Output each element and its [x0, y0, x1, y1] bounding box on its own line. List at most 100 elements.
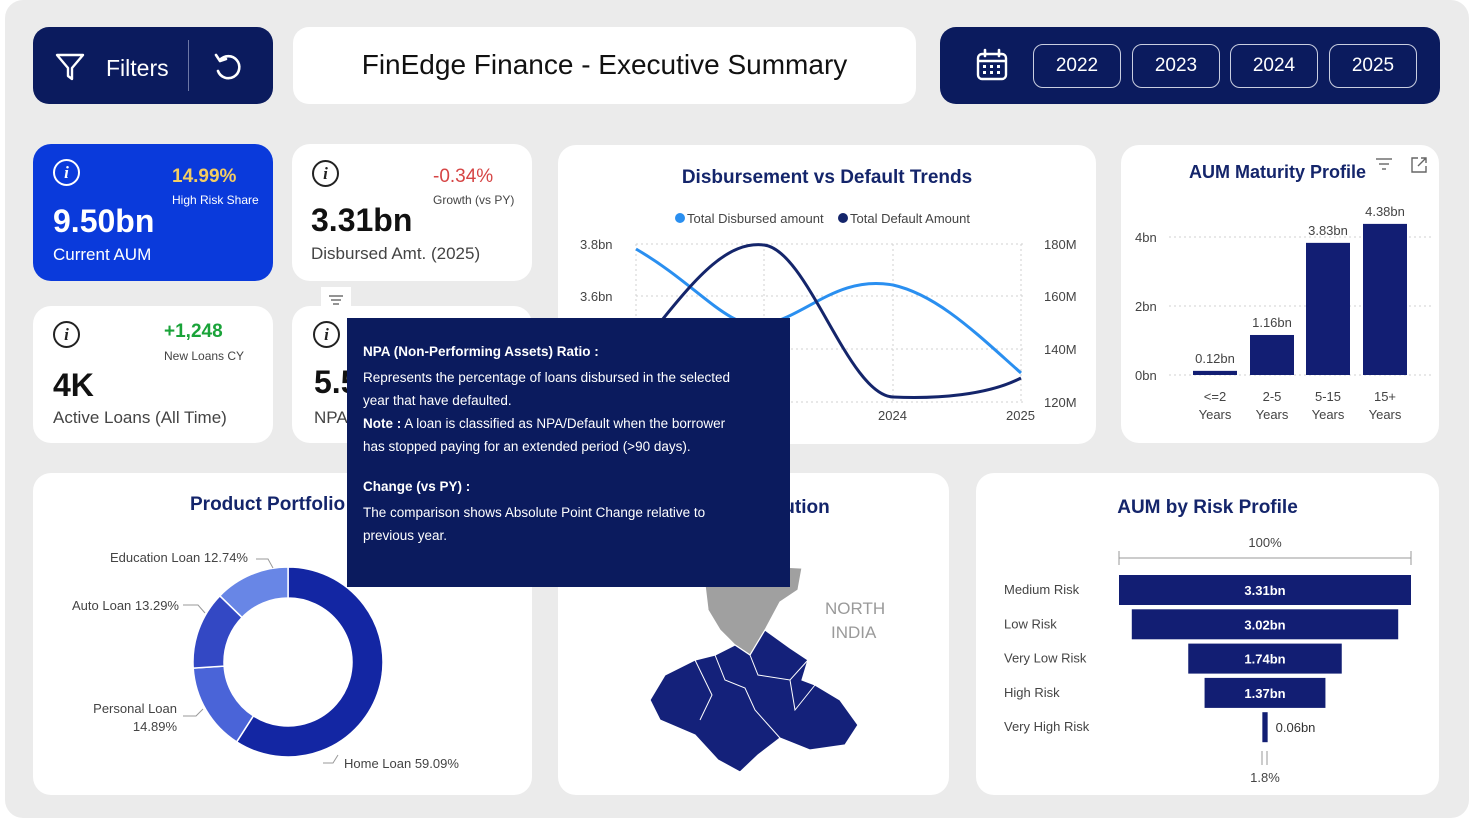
- x-tick: Years: [1256, 407, 1289, 422]
- kpi-delta: -0.34%: [433, 166, 494, 187]
- slice-label-personal-pct: 14.89%: [133, 719, 178, 734]
- x-tick: 2025: [1006, 408, 1035, 423]
- chart-title: Product Portfolio M: [190, 494, 367, 515]
- maturity-bar[interactable]: [1306, 242, 1350, 375]
- donut-slice[interactable]: [192, 665, 255, 743]
- tooltip-text: previous year.: [363, 528, 448, 543]
- map-region-central[interactable]: [649, 629, 859, 773]
- reset-icon[interactable]: [212, 51, 244, 83]
- tooltip-change-heading: Change (vs PY) :: [363, 479, 471, 494]
- trend-chart: Total Disbursed amount Total Default Amo…: [580, 211, 1077, 423]
- india-north-map[interactable]: [640, 560, 870, 775]
- tooltip-text: has stopped paying for an extended perio…: [363, 439, 691, 454]
- y-right-tick: 140M: [1044, 342, 1077, 357]
- bar-value-label: 3.83bn: [1308, 223, 1348, 238]
- year-button-2025[interactable]: 2025: [1329, 44, 1417, 88]
- kpi-label: Disbursed Amt. (2025): [311, 244, 481, 263]
- bar-value-label: 4.38bn: [1365, 204, 1405, 219]
- maturity-bar[interactable]: [1363, 223, 1407, 375]
- kpi-delta: +1,248: [164, 321, 223, 342]
- y-left-tick: 3.6bn: [580, 289, 613, 304]
- filter-icon[interactable]: [54, 51, 86, 83]
- maturity-chart: 4bn 2bn 0bn 0.12bn <=2 Years 1.16bn 2-5 Years…: [1135, 204, 1431, 422]
- x-tick: 15+: [1374, 389, 1396, 404]
- x-tick: 2024: [878, 408, 907, 423]
- npa-tooltip: NPA (Non-Performing Assets) Ratio : Repr…: [347, 318, 790, 587]
- slice-label-auto: Auto Loan 13.29%: [72, 598, 179, 613]
- tooltip-text: year that have defaulted.: [363, 393, 512, 408]
- tooltip-text: Represents the percentage of loans disbu…: [363, 370, 730, 385]
- filters-label[interactable]: Filters: [106, 55, 169, 81]
- chart-title: AUM by Risk Profile: [1117, 497, 1298, 518]
- visual-filter-badge[interactable]: [321, 287, 351, 313]
- risk-category-label: Very Low Risk: [1004, 651, 1087, 666]
- line-disbursed: [635, 247, 1022, 375]
- year-button-2024[interactable]: 2024: [1230, 44, 1318, 88]
- portfolio-donut: Education Loan 12.74% Auto Loan 13.29% P…: [72, 550, 459, 771]
- risk-bar[interactable]: [1131, 609, 1399, 640]
- donut-slice[interactable]: [218, 566, 289, 619]
- x-tick: <=2: [1204, 389, 1226, 404]
- legend-marker-disbursed: [675, 213, 685, 223]
- kpi-delta: 14.99%: [172, 166, 237, 187]
- maturity-bar[interactable]: [1250, 334, 1294, 375]
- risk-bar-value: 0.06bn: [1276, 720, 1316, 735]
- chart-title: AUM Maturity Profile: [1189, 162, 1367, 182]
- year-button-2023[interactable]: 2023: [1132, 44, 1220, 88]
- chart-title: Disbursement vs Default Trends: [681, 167, 973, 188]
- year-button-2022[interactable]: 2022: [1033, 44, 1121, 88]
- legend-label-disbursed: Total Disbursed amount: [687, 211, 824, 226]
- x-tick: 5-15: [1315, 389, 1341, 404]
- focus-mode-icon[interactable]: [1409, 155, 1431, 175]
- info-icon[interactable]: i: [312, 160, 339, 187]
- region-label: INDIA: [831, 623, 877, 642]
- kpi-value: 9.50bn: [53, 203, 155, 239]
- funnel-top-label: 100%: [1248, 535, 1282, 550]
- tooltip-heading: NPA (Non-Performing Assets) Ratio :: [363, 344, 599, 359]
- info-icon[interactable]: i: [53, 159, 80, 186]
- tooltip-text: The comparison shows Absolute Point Chan…: [363, 505, 706, 520]
- filters-divider: [188, 40, 189, 91]
- x-tick: Years: [1312, 407, 1345, 422]
- region-label: NORTH: [825, 599, 886, 618]
- risk-bar-value: 1.37bn: [1244, 686, 1285, 701]
- bar-value-label: 1.16bn: [1252, 315, 1292, 330]
- funnel-bottom-label: 1.8%: [1250, 770, 1280, 785]
- kpi-value: 3.31bn: [311, 202, 413, 238]
- kpi-card-disbursed[interactable]: i -0.34% Growth (vs PY) 3.31bn Disbursed…: [292, 144, 532, 281]
- risk-bar-value: 3.31bn: [1244, 583, 1285, 598]
- risk-category-label: High Risk: [1004, 685, 1060, 700]
- kpi-card-active-loans[interactable]: i +1,248 New Loans CY 4K Active Loans (A…: [33, 306, 273, 443]
- x-tick: 2-5: [1263, 389, 1282, 404]
- tooltip-text: A loan is classified as NPA/Default when…: [401, 416, 726, 431]
- x-tick: Years: [1199, 407, 1232, 422]
- filter-lines-icon[interactable]: [321, 287, 351, 313]
- title-card: FinEdge Finance - Executive Summary: [293, 27, 916, 104]
- year-slicer: 2022 2023 2024 2025: [940, 27, 1440, 104]
- risk-bar[interactable]: [1262, 712, 1268, 743]
- tooltip-note-label: Note :: [363, 416, 402, 431]
- x-tick: Years: [1369, 407, 1402, 422]
- risk-bar[interactable]: [1188, 643, 1342, 674]
- kpi-label: Active Loans (All Time): [53, 408, 227, 427]
- risk-bar[interactable]: [1119, 575, 1411, 605]
- maturity-bar[interactable]: [1193, 370, 1237, 375]
- kpi-card-aum[interactable]: i 14.99% High Risk Share 9.50bn Current …: [33, 144, 273, 281]
- info-icon[interactable]: i: [313, 321, 340, 348]
- slice-label-education: Education Loan 12.74%: [110, 550, 248, 565]
- bar-value-label: 0.12bn: [1195, 351, 1235, 366]
- risk-bar[interactable]: [1204, 677, 1326, 708]
- page-title: FinEdge Finance - Executive Summary: [361, 49, 848, 80]
- y-left-tick: 3.8bn: [580, 237, 613, 252]
- info-icon[interactable]: i: [53, 321, 80, 348]
- slice-label-personal: Personal Loan: [93, 701, 177, 716]
- kpi-label: Current AUM: [53, 245, 152, 264]
- risk-category-label: Low Risk: [1004, 616, 1057, 631]
- filter-lines-icon[interactable]: [1373, 155, 1395, 175]
- legend-label-default: Total Default Amount: [850, 211, 970, 226]
- donut-slice[interactable]: [235, 566, 384, 758]
- kpi-value: 4K: [53, 367, 94, 403]
- line-default: [656, 243, 1022, 399]
- risk-category-label: Very High Risk: [1004, 719, 1090, 734]
- y-right-tick: 120M: [1044, 395, 1077, 410]
